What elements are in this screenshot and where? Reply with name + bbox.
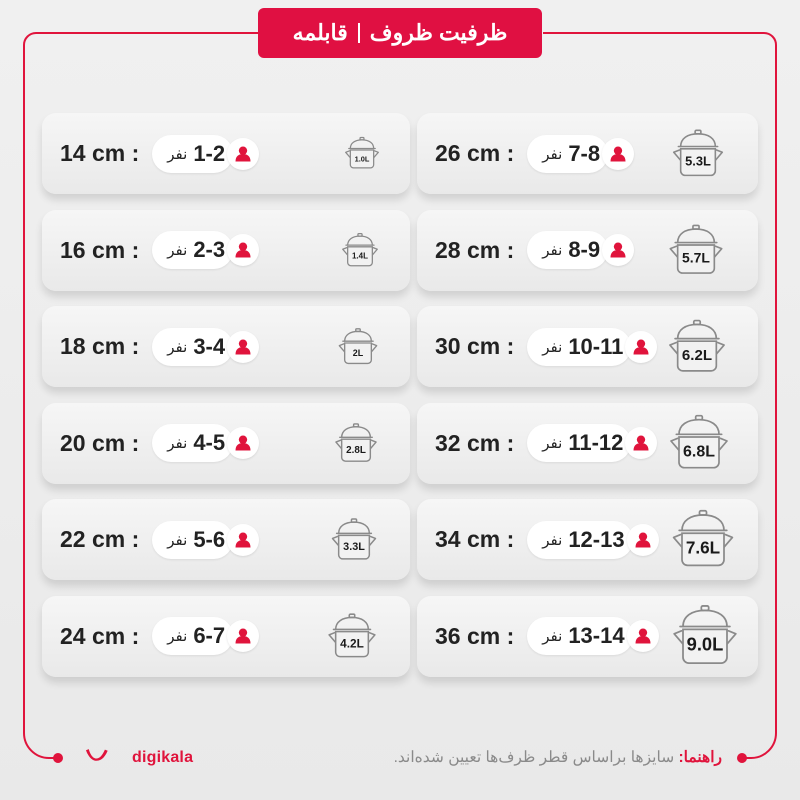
svg-text:1.0L: 1.0L xyxy=(355,154,370,163)
svg-text:2L: 2L xyxy=(353,347,364,357)
svg-text:9.0L: 9.0L xyxy=(686,634,723,655)
svg-text:5.7L: 5.7L xyxy=(682,249,710,265)
svg-text:7.6L: 7.6L xyxy=(685,539,719,558)
svg-text:6.8L: 6.8L xyxy=(683,443,715,460)
svg-text:1.4L: 1.4L xyxy=(352,251,368,260)
svg-text:6.2L: 6.2L xyxy=(682,346,712,363)
svg-text:2.8L: 2.8L xyxy=(346,445,366,456)
svg-text:4.2L: 4.2L xyxy=(340,636,364,650)
svg-text:5.3L: 5.3L xyxy=(685,153,711,168)
svg-text:3.3L: 3.3L xyxy=(343,541,365,553)
